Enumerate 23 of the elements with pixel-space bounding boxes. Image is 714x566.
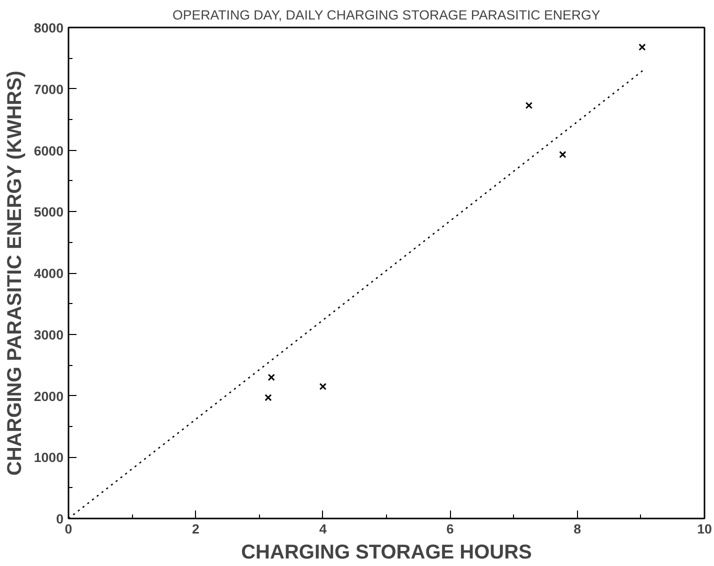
- point: [264, 394, 272, 402]
- x-axis-title: CHARGING STORAGE HOURS: [241, 542, 532, 564]
- point: [319, 382, 326, 390]
- point: [559, 150, 566, 158]
- x-tick-label: 4: [319, 522, 328, 536]
- y-tick-label: 4000: [34, 266, 64, 281]
- y-tick-label: 6000: [34, 143, 64, 158]
- y-tick-label: 1000: [34, 450, 64, 466]
- y-tick-label: 2000: [34, 388, 64, 404]
- x-tick-label: 8: [574, 522, 582, 536]
- y-tick-label: 8000: [34, 20, 64, 36]
- point: [525, 102, 533, 110]
- y-axis-title: CHARGING PARASITIC ENERGY (KWHRS): [4, 70, 26, 476]
- x-tick-label: 2: [192, 522, 200, 536]
- point: [268, 374, 275, 381]
- y-tick-label: 5000: [34, 204, 64, 220]
- x-tick-label: 10: [697, 522, 712, 536]
- x-tick-label: 6: [446, 522, 454, 536]
- y-tick-label: 3000: [34, 327, 64, 342]
- y-tick-label: 7000: [34, 82, 64, 97]
- chart-title: OPERATING DAY, DAILY CHARGING STORAGE PARASITIC ENERGY: [172, 8, 600, 22]
- y-tick-label: 0: [56, 512, 64, 526]
- point: [638, 44, 646, 51]
